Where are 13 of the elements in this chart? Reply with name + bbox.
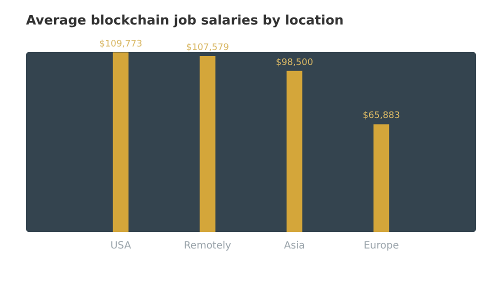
bar [200,56,216,232]
bar [112,52,129,232]
x-tick-label: Remotely [184,240,232,252]
data-label: $65,883 [362,111,400,122]
x-tick-label: Asia [284,240,305,252]
data-label: $98,500 [276,58,314,68]
bar [286,70,302,232]
x-tick-label: USA [110,240,132,252]
data-label: $109,773 [99,39,142,50]
chart-title: Average blockchain job salaries by location [26,13,344,28]
bar [373,124,390,232]
x-tick-label: Europe [364,240,399,252]
data-label: $107,579 [186,42,230,53]
